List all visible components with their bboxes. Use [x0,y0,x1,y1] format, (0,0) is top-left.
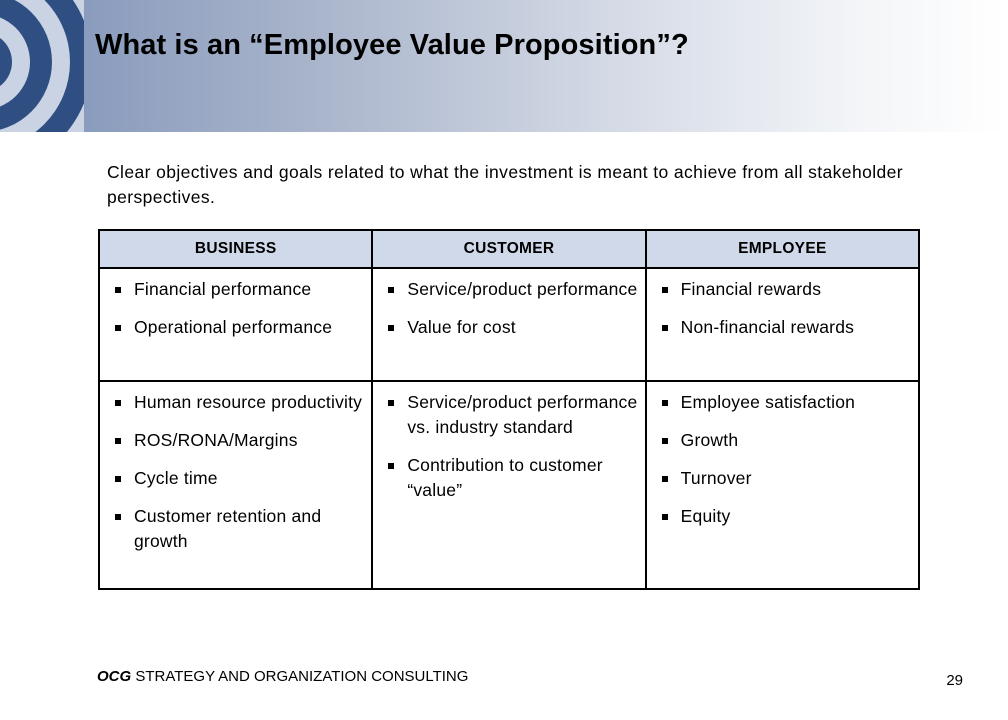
cell-business-2: Human resource productivity ROS/RONA/Mar… [97,380,374,590]
list-item-text: Service/product performance [407,279,638,299]
table-header-row: BUSINESS CUSTOMER EMPLOYEE [97,229,921,269]
cell-employee-2: Employee satisfaction Growth Turnover Eq… [644,380,921,590]
list-item-text: Employee satisfaction [680,392,856,412]
square-bullet-icon [661,287,668,293]
bullet-list: Employee satisfaction Growth Turnover Eq… [657,390,912,529]
bullet-list: Human resource productivity ROS/RONA/Mar… [110,390,365,554]
square-bullet-icon [661,514,668,520]
square-bullet-icon [115,476,121,482]
square-bullet-icon [388,287,395,293]
list-item-text: Cycle time [134,468,218,488]
list-item-text: Financial rewards [680,279,822,299]
list-item: Cycle time [110,466,365,491]
slide-title: What is an “Employee Value Proposition”? [95,29,689,61]
square-bullet-icon [388,325,395,331]
bullet-list: Service/product performance vs. industry… [383,390,638,503]
square-bullet-icon [115,325,121,331]
list-item-text: Value for cost [407,317,516,337]
list-item: Growth [657,428,912,453]
list-item-text: Service/product performance vs. industry… [407,392,638,437]
page-number: 29 [946,672,963,689]
list-item-text: ROS/RONA/Margins [134,430,298,450]
value-proposition-table: BUSINESS CUSTOMER EMPLOYEE Financial per… [97,229,921,590]
square-bullet-icon [661,476,668,482]
brand-abbreviation: OCG [97,668,132,685]
square-bullet-icon [115,287,121,293]
bullet-list: Service/product performance Value for co… [383,277,638,340]
brand-name: STRATEGY AND ORGANIZATION CONSULTING [135,668,469,685]
bullet-list: Financial performance Operational perfor… [110,277,365,340]
square-bullet-icon [115,514,121,520]
list-item-text: Non-financial rewards [680,317,855,337]
bullet-list: Financial rewards Non-financial rewards [657,277,912,340]
list-item-text: Equity [680,506,731,526]
list-item-text: Growth [680,430,739,450]
list-item: Customer retention and growth [110,504,365,554]
list-item-text: Human resource productivity [134,392,363,412]
list-item: Equity [657,504,912,529]
list-item: Value for cost [383,315,638,340]
cell-business-1: Financial performance Operational perfor… [97,267,374,382]
table-row: Financial performance Operational perfor… [97,267,921,382]
cell-customer-2: Service/product performance vs. industry… [371,380,647,590]
cell-customer-1: Service/product performance Value for co… [371,267,647,382]
list-item-text: Operational performance [134,317,333,337]
footer-brand: OCG STRATEGY AND ORGANIZATION CONSULTING [97,668,468,685]
table-row: Human resource productivity ROS/RONA/Mar… [97,380,921,590]
square-bullet-icon [661,400,668,406]
cell-employee-1: Financial rewards Non-financial rewards [644,267,921,382]
list-item: Service/product performance vs. industry… [383,390,638,440]
list-item: Contribution to customer “value” [383,453,638,503]
square-bullet-icon [388,400,395,406]
list-item: ROS/RONA/Margins [110,428,365,453]
square-bullet-icon [661,438,668,444]
list-item-text: Financial performance [134,279,312,299]
list-item: Financial performance [110,277,365,302]
list-item-text: Contribution to customer “value” [407,455,603,500]
concentric-arcs-logo [0,0,84,132]
list-item: Turnover [657,466,912,491]
square-bullet-icon [661,325,668,331]
intro-text: Clear objectives and goals related to wh… [107,162,903,207]
column-header-business: BUSINESS [97,229,374,269]
list-item-text: Turnover [680,468,752,488]
list-item: Human resource productivity [110,390,365,415]
list-item: Non-financial rewards [657,315,912,340]
list-item: Employee satisfaction [657,390,912,415]
square-bullet-icon [115,400,121,406]
square-bullet-icon [388,463,395,469]
list-item: Operational performance [110,315,365,340]
list-item: Financial rewards [657,277,912,302]
column-header-employee: EMPLOYEE [644,229,921,269]
list-item-text: Customer retention and growth [134,506,322,551]
column-header-customer: CUSTOMER [371,229,647,269]
square-bullet-icon [115,438,121,444]
slide-header-banner: What is an “Employee Value Proposition”? [0,0,1008,132]
list-item: Service/product performance [383,277,638,302]
